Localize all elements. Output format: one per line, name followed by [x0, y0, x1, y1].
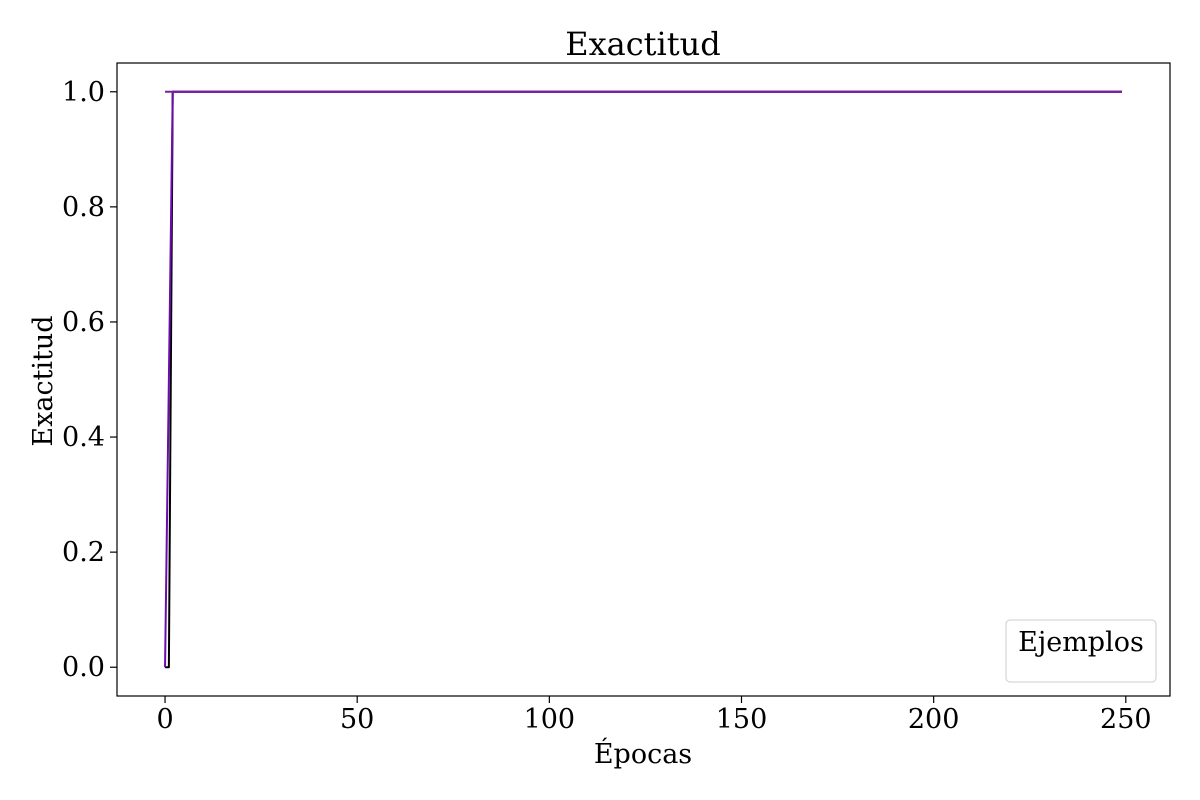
x-axis: 0 50 100 150 200 250: [156, 696, 1152, 735]
plot-frame: [116, 62, 1171, 697]
x-tick-label: 250: [1100, 704, 1152, 735]
chart-title: Exactitud: [565, 25, 720, 63]
series-line: [164, 90, 1122, 668]
legend: Ejemplos: [1005, 619, 1157, 683]
y-tick-label: 0.4: [62, 422, 105, 453]
x-tick-label: 50: [340, 704, 374, 735]
series-layer: [164, 90, 1122, 669]
x-axis-label: Épocas: [594, 737, 692, 770]
x-tick-label: 0: [156, 704, 173, 735]
y-tick-label: 0.6: [62, 307, 105, 338]
y-tick-label: 1.0: [62, 77, 105, 108]
y-axis-label: Exactitud: [28, 315, 59, 446]
legend-box: [1005, 619, 1157, 683]
x-tick-label: 200: [908, 704, 960, 735]
y-tick-label: 0.2: [62, 537, 105, 568]
x-tick-label: 100: [524, 704, 576, 735]
y-tick-label: 0.0: [62, 652, 105, 683]
x-tick-label: 150: [716, 704, 768, 735]
series-line: [165, 90, 1122, 669]
y-tick-label: 0.8: [62, 192, 105, 223]
legend-title: Ejemplos: [1018, 627, 1144, 658]
y-axis: 0.0 0.2 0.4 0.6 0.8 1.0: [62, 77, 117, 683]
